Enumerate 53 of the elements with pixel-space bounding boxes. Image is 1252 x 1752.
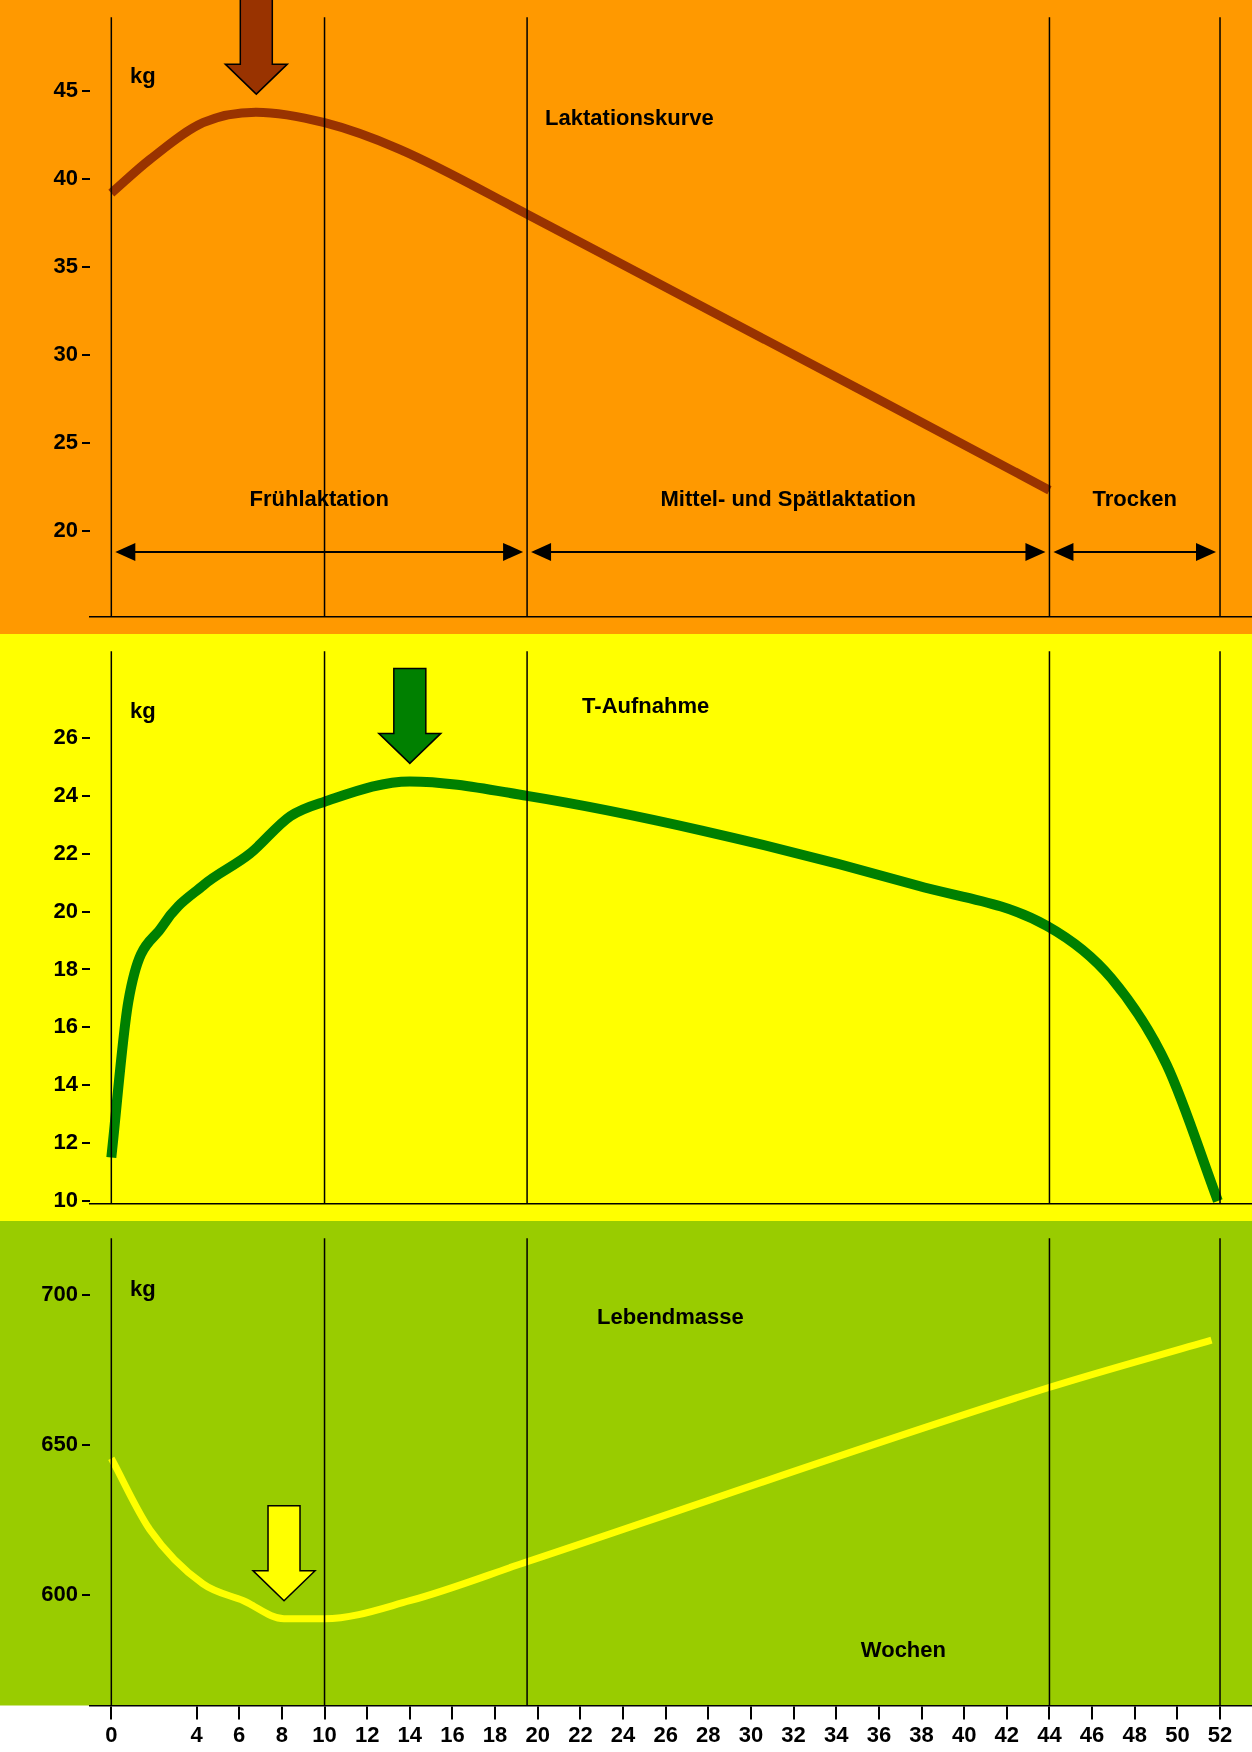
y-axis-title: kg xyxy=(130,63,156,89)
y-tick-label: 35 xyxy=(53,252,78,278)
y-tick-label: 24 xyxy=(53,781,79,807)
text: T-Aufnahme xyxy=(582,692,710,718)
x-tick-label: 34 xyxy=(824,1721,850,1747)
y-tick-label: 650 xyxy=(41,1431,78,1456)
y-tick-label: 30 xyxy=(53,340,78,366)
x-tick-label: 44 xyxy=(1037,1721,1063,1747)
y-tick-label: 20 xyxy=(53,516,78,542)
x-tick-label: 16 xyxy=(440,1721,465,1747)
y-tick-label: 25 xyxy=(53,428,78,454)
x-tick-label: 24 xyxy=(610,1721,637,1747)
x-axis-title: Wochen xyxy=(860,1636,946,1662)
x-tick-label: 50 xyxy=(1165,1721,1190,1747)
x-tick-label: 46 xyxy=(1079,1721,1105,1747)
y-tick-label: 700 xyxy=(41,1281,78,1307)
x-tick-label: 22 xyxy=(568,1721,593,1747)
x-tick-label: 14 xyxy=(397,1721,423,1747)
x-tick-label: 4 xyxy=(190,1721,204,1747)
y-tick-label: 22 xyxy=(53,839,78,865)
x-tick-label: 8 xyxy=(275,1721,289,1747)
x-tick-label: 0 xyxy=(105,1721,118,1747)
x-tick-label: 42 xyxy=(994,1721,1020,1747)
text: Lebendmasse xyxy=(597,1303,744,1329)
y-tick-label: 20 xyxy=(53,897,78,923)
y-tick-label: 40 xyxy=(53,165,78,191)
y-tick-label: 600 xyxy=(41,1580,78,1606)
annotation: Mittel- und Spätlaktation xyxy=(660,485,916,511)
y-tick-label: 26 xyxy=(53,724,78,750)
x-tick-label: 6 xyxy=(233,1721,246,1747)
y-axis-title: kg xyxy=(130,698,156,724)
x-tick-label: 26 xyxy=(653,1721,678,1747)
x-tick-label: 12 xyxy=(354,1721,380,1747)
y-tick-label: 18 xyxy=(53,955,78,981)
x-tick-label: 18 xyxy=(482,1721,508,1747)
y-tick-label: 16 xyxy=(53,1013,78,1039)
y-tick-label: 45 xyxy=(53,77,78,103)
annotation: Trocken xyxy=(1092,485,1177,511)
x-tick-label: 32 xyxy=(781,1721,806,1747)
x-tick-label: 28 xyxy=(696,1721,721,1747)
x-tick-label: 30 xyxy=(738,1721,764,1747)
text: Laktationskurve xyxy=(545,105,714,131)
y-tick-label: 10 xyxy=(53,1186,78,1212)
x-tick-label: 20 xyxy=(525,1721,550,1747)
y-axis-title: kg xyxy=(130,1275,156,1301)
x-tick-label: 52 xyxy=(1207,1721,1233,1747)
x-tick-label: 40 xyxy=(951,1721,977,1747)
y-tick-label: 14 xyxy=(53,1071,79,1097)
y-tick-label: 12 xyxy=(53,1129,78,1155)
x-tick-label: 10 xyxy=(312,1721,337,1747)
x-tick-label: 36 xyxy=(866,1721,892,1747)
x-tick-label: 48 xyxy=(1122,1721,1147,1747)
x-tick-label: 38 xyxy=(909,1721,934,1747)
